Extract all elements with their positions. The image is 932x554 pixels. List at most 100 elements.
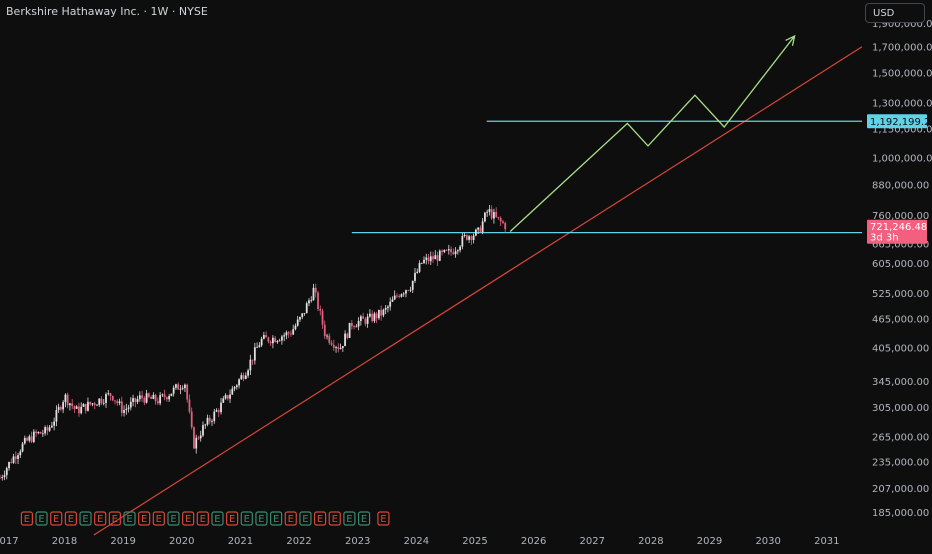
earnings-badge — [284, 511, 297, 526]
candle-body — [450, 249, 452, 253]
candle-body — [434, 255, 437, 260]
candle-body — [312, 287, 315, 301]
y-tick-label: 1,300,000.00 — [872, 99, 932, 110]
candle-body — [238, 379, 240, 386]
candle-body — [353, 326, 355, 328]
y-axis: 1,900,000.00 1,700,000.00 1,500,000.00 1,30… — [872, 19, 932, 519]
candle-body — [258, 345, 261, 348]
candle-body — [402, 293, 405, 295]
candle-body — [177, 384, 180, 390]
last-price-tag — [867, 219, 927, 244]
candle-body — [235, 385, 238, 387]
x-tick-label: 2027 — [580, 536, 605, 547]
candle-body — [382, 309, 385, 316]
candle-body — [222, 398, 225, 403]
candle-body — [154, 394, 157, 402]
candle-body — [335, 347, 337, 348]
candle-body — [170, 393, 173, 396]
candle-body — [138, 395, 141, 400]
x-tick-label: 2023 — [345, 536, 370, 547]
candle-body — [17, 455, 19, 459]
candle-body — [111, 395, 114, 401]
candle-body — [396, 295, 398, 297]
y-tick-label: 605,000.00 — [872, 259, 929, 270]
candle-body — [82, 403, 85, 407]
candle-body — [253, 347, 256, 361]
earnings-badge — [357, 511, 371, 526]
candle-body — [339, 347, 342, 350]
candle-body — [55, 410, 58, 422]
candle-body — [461, 235, 464, 247]
candle-body — [233, 386, 236, 389]
candle-body — [224, 395, 227, 399]
candle-body — [114, 400, 116, 402]
candle-body — [23, 437, 26, 444]
candle-body — [109, 393, 112, 396]
x-tick-label: 2021 — [228, 536, 253, 547]
candle-body — [156, 401, 159, 404]
y-tick-label: 1,150,000.00 — [872, 124, 932, 135]
candle-body — [28, 436, 31, 441]
candle-body — [53, 421, 56, 426]
candle-body — [303, 313, 306, 314]
earnings-badge-label: E — [156, 514, 162, 525]
earnings-badge — [123, 511, 136, 526]
candle-body — [362, 316, 365, 319]
candle-body — [321, 310, 324, 325]
earnings-badge-label: E — [200, 514, 206, 525]
candle-body — [443, 249, 446, 253]
candle-body — [454, 251, 457, 255]
candle-body — [59, 407, 62, 410]
candle-body — [14, 456, 17, 459]
candle-body — [89, 401, 92, 405]
candle-body — [459, 246, 461, 251]
candle-body — [308, 300, 310, 304]
earnings-badge — [79, 511, 92, 526]
candle-body — [441, 250, 443, 253]
candle-body — [229, 394, 231, 399]
earnings-badge — [94, 511, 107, 526]
candle-body — [380, 309, 383, 316]
candle-body — [249, 359, 252, 371]
candle-body — [269, 341, 272, 344]
candle-body — [341, 346, 344, 348]
candle-body — [132, 398, 134, 402]
currency-selector[interactable]: USD — [865, 3, 925, 23]
candle-body — [1, 476, 4, 478]
candle-body — [127, 407, 130, 409]
candle-body — [299, 317, 301, 320]
earnings-badge — [343, 511, 356, 526]
candle-body — [416, 271, 419, 273]
candle-body — [50, 425, 53, 428]
earnings-badge — [299, 511, 312, 526]
levels-layer — [351, 120, 862, 234]
candle-body — [281, 336, 283, 341]
candle-body — [66, 394, 69, 406]
candle-body — [387, 306, 389, 309]
candle-body — [199, 435, 202, 439]
candle-body — [423, 259, 425, 263]
candle-body — [5, 468, 8, 476]
y-tick-label: 1,000,000.00 — [872, 154, 932, 165]
earnings-badge-label: E — [380, 514, 386, 525]
candle-body — [348, 322, 351, 338]
candle-body — [493, 212, 495, 219]
candles-layer — [0, 204, 507, 481]
candle-body — [202, 425, 204, 436]
candle-body — [452, 252, 455, 255]
candle-body — [418, 263, 421, 272]
candle-body — [317, 292, 319, 310]
candle-body — [276, 340, 279, 343]
candle-body — [283, 335, 286, 337]
candle-body — [100, 398, 103, 403]
x-tick-label: 2024 — [404, 536, 429, 547]
candle-body — [105, 394, 107, 403]
candle-body — [359, 316, 362, 321]
candle-body — [73, 406, 76, 409]
x-tick-label: 2029 — [697, 536, 722, 547]
earnings-badge-label: E — [288, 514, 294, 525]
earnings-badge-label: E — [53, 514, 59, 525]
